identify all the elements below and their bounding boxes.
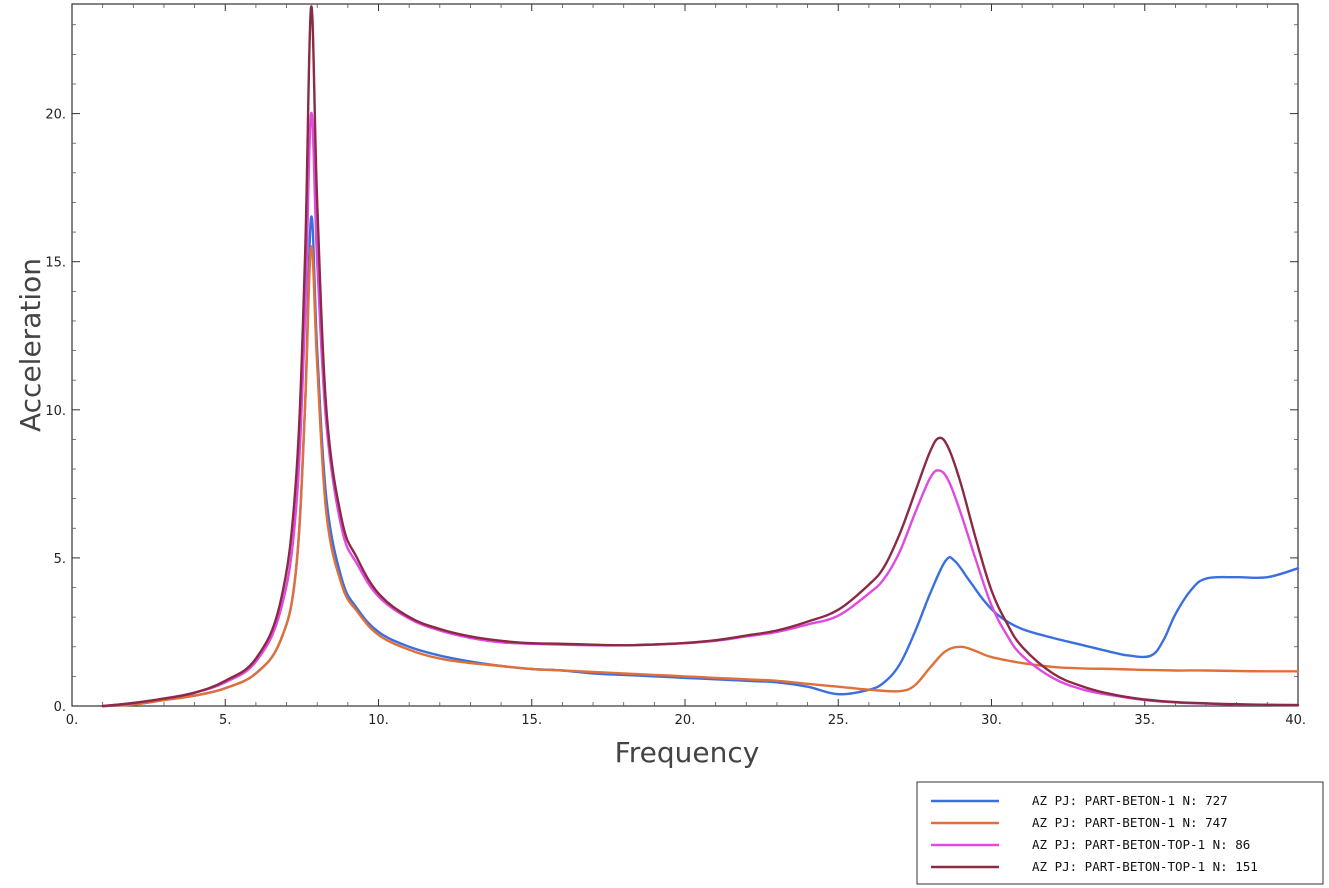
series-line-1 <box>101 215 1300 708</box>
x-tick-label: 10. <box>368 713 389 728</box>
y-tick-label: 10. <box>45 404 66 419</box>
x-tick-label: 30. <box>981 713 1002 728</box>
legend-label: AZ PJ: PART-BETON-TOP-1 N: 86 <box>1032 837 1250 852</box>
y-tick-label: 15. <box>45 256 66 271</box>
legend-label: AZ PJ: PART-BETON-1 N: 747 <box>1032 815 1228 830</box>
y-tick-label: 0. <box>54 700 66 715</box>
series-line-4 <box>101 5 1300 708</box>
x-axis-title: Frequency <box>615 736 760 769</box>
plot-frame <box>71 3 1299 707</box>
y-tick-label: 5. <box>54 552 66 567</box>
series-line-2 <box>101 245 1300 708</box>
x-tick-label: 0. <box>66 713 78 728</box>
x-tick-label: 20. <box>675 713 696 728</box>
y-axis-ticks: 0. 5. 10. 15. 20. <box>45 24 1298 715</box>
x-tick-label: 40. <box>1285 713 1306 728</box>
legend-label: AZ PJ: PART-BETON-TOP-1 N: 151 <box>1032 859 1258 874</box>
y-tick-label: 20. <box>45 108 66 123</box>
y-axis-title: Acceleration <box>14 258 47 432</box>
series-line-3 <box>101 111 1300 708</box>
x-tick-label: 15. <box>521 713 542 728</box>
x-tick-label: 35. <box>1134 713 1155 728</box>
x-tick-label: 25. <box>828 713 849 728</box>
plot-border <box>71 3 1299 707</box>
x-axis-ticks: 0. 5. 10. 15. 20. 25. 30. 35. 40. <box>66 4 1306 728</box>
x-tick-label: 5. <box>219 713 231 728</box>
series-lines <box>101 5 1300 708</box>
legend-label: AZ PJ: PART-BETON-1 N: 727 <box>1032 793 1228 808</box>
legend: AZ PJ: PART-BETON-1 N: 727 AZ PJ: PART-BE… <box>916 781 1324 885</box>
